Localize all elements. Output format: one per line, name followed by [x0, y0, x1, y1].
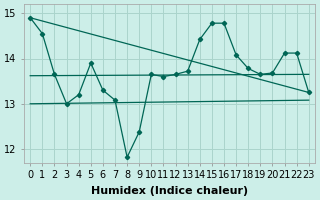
X-axis label: Humidex (Indice chaleur): Humidex (Indice chaleur) [91, 186, 248, 196]
